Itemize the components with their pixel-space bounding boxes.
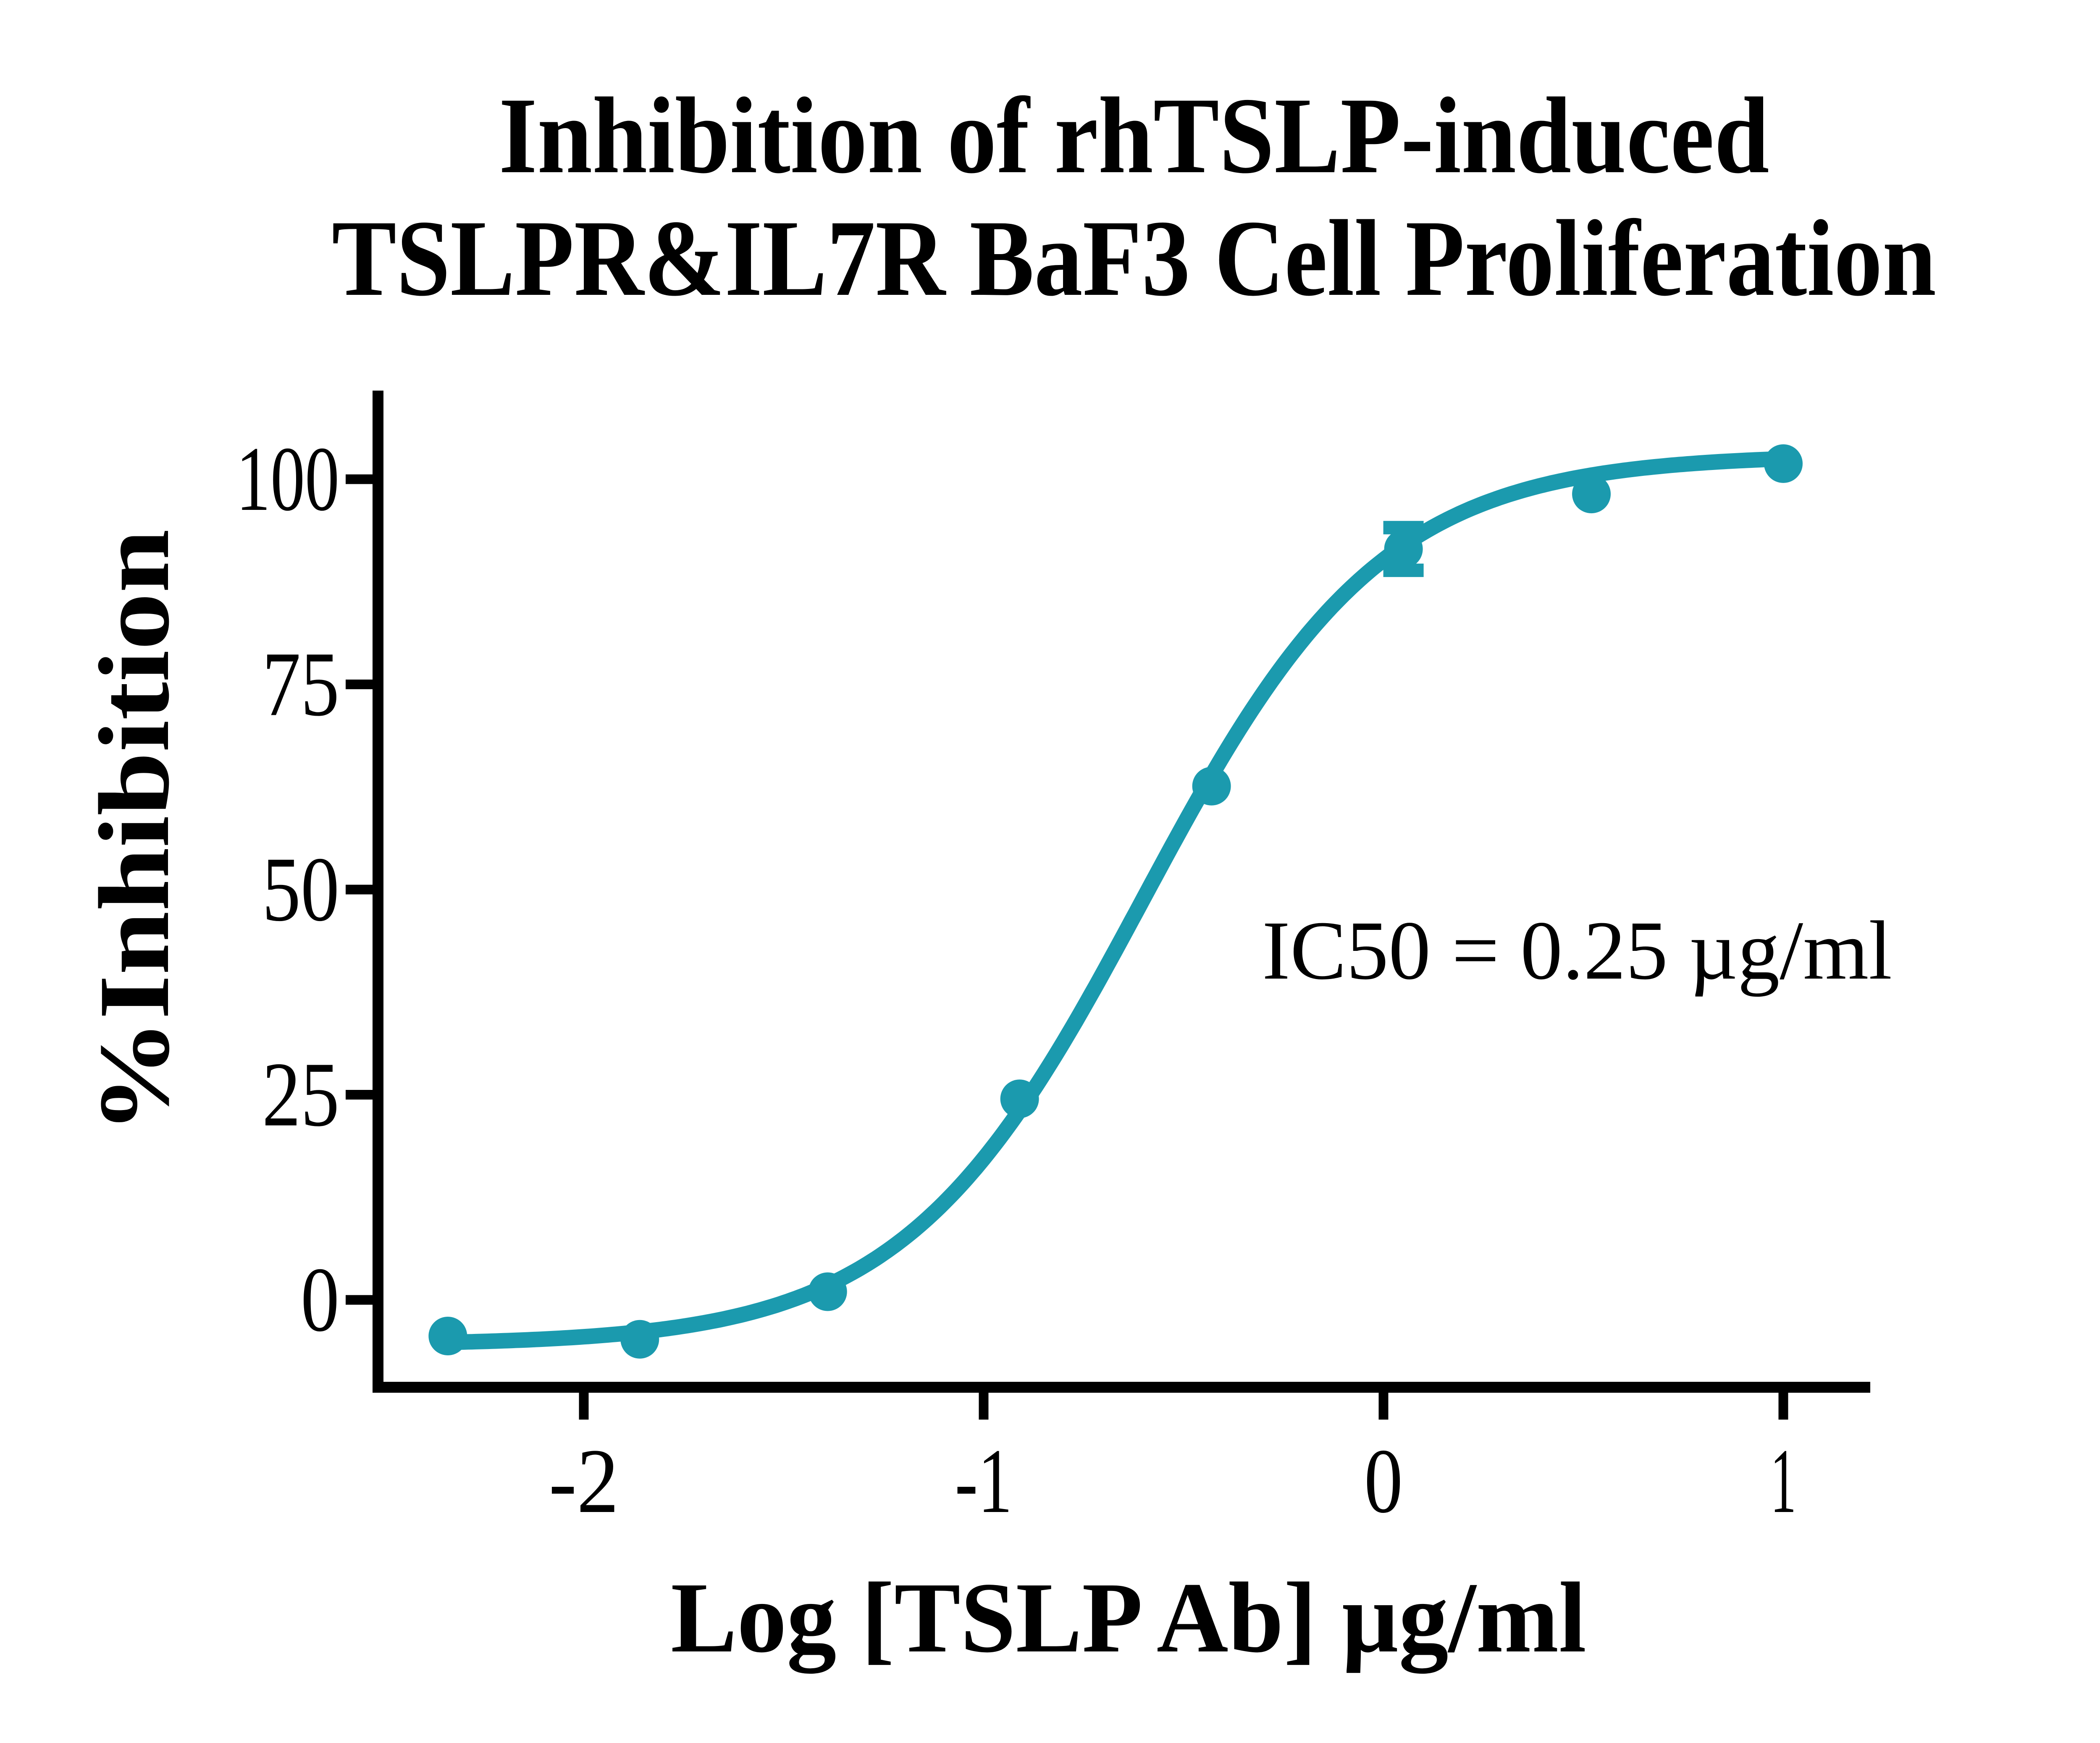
chart-title-line-2: TSLPR&IL7R BaF3 Cell Proliferation [332, 198, 1936, 319]
data-point [808, 1272, 847, 1311]
y-axis-title: %Inhibition [78, 529, 190, 1134]
plot-axes [373, 391, 1870, 1393]
ic50-annotation: IC50 = 0.25 µg/ml [1262, 904, 1892, 997]
y-tick-label: 0 [301, 1248, 339, 1351]
x-tick-label: -1 [955, 1430, 1013, 1532]
fit-curve [440, 451, 1791, 1350]
data-point [1572, 475, 1611, 514]
data-point [1192, 766, 1231, 806]
data-point [1000, 1079, 1039, 1118]
fit-curve-path [440, 451, 1791, 1350]
data-point [1764, 444, 1803, 483]
data-point [1384, 530, 1423, 569]
y-tick-label: 75 [262, 633, 339, 735]
chart-title-line-1: Inhibition of rhTSLP-induced [499, 75, 1769, 196]
y-tick-label: 25 [262, 1043, 339, 1146]
data-point [428, 1316, 467, 1355]
data-points [428, 444, 1803, 1359]
x-tick-label: -2 [549, 1430, 619, 1532]
data-point [620, 1320, 659, 1359]
tick-labels: 0 25 50 75 100 -2 -1 0 1 [236, 428, 1796, 1532]
x-tick-label: 0 [1364, 1430, 1403, 1532]
x-tick-label: 1 [1770, 1430, 1796, 1532]
x-axis-title: Log [TSLP Ab] µg/ml [671, 1562, 1586, 1674]
y-tick-label: 50 [262, 838, 339, 940]
axis-ticks [346, 474, 1788, 1420]
y-tick-label: 100 [236, 428, 339, 530]
